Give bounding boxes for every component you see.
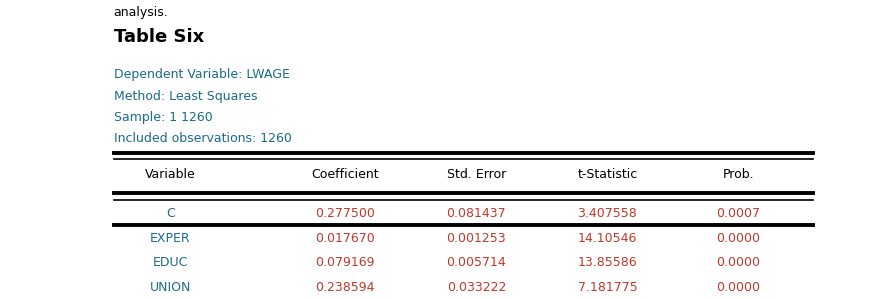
Text: 0.079169: 0.079169 [316, 256, 375, 269]
Text: t-Statistic: t-Statistic [578, 167, 637, 181]
Text: 0.0000: 0.0000 [717, 232, 760, 245]
Text: 0.001253: 0.001253 [447, 232, 506, 245]
Text: C: C [166, 207, 175, 220]
Text: 0.0000: 0.0000 [717, 281, 760, 294]
Text: Sample: 1 1260: Sample: 1 1260 [114, 111, 212, 124]
Text: 3.407558: 3.407558 [578, 207, 637, 220]
Text: Table Six: Table Six [114, 28, 204, 46]
Text: 0.017670: 0.017670 [316, 232, 375, 245]
Text: 13.85586: 13.85586 [578, 256, 637, 269]
Text: Std. Error: Std. Error [447, 167, 506, 181]
Text: 0.0000: 0.0000 [717, 256, 760, 269]
Text: 7.181775: 7.181775 [578, 281, 637, 294]
Text: Dependent Variable: LWAGE: Dependent Variable: LWAGE [114, 68, 289, 81]
Text: 0.033222: 0.033222 [447, 281, 506, 294]
Text: 0.0007: 0.0007 [717, 207, 760, 220]
Text: Prob.: Prob. [723, 167, 754, 181]
Text: Included observations: 1260: Included observations: 1260 [114, 132, 292, 145]
Text: Method: Least Squares: Method: Least Squares [114, 90, 257, 103]
Text: 0.005714: 0.005714 [447, 256, 506, 269]
Text: analysis.: analysis. [114, 6, 169, 19]
Text: EXPER: EXPER [150, 232, 191, 245]
Text: 14.10546: 14.10546 [578, 232, 637, 245]
Text: Coefficient: Coefficient [311, 167, 379, 181]
Text: 0.277500: 0.277500 [316, 207, 375, 220]
Text: Variable: Variable [145, 167, 196, 181]
Text: 0.238594: 0.238594 [316, 281, 375, 294]
Text: EDUC: EDUC [153, 256, 188, 269]
Text: UNION: UNION [149, 281, 191, 294]
Text: 0.081437: 0.081437 [447, 207, 506, 220]
